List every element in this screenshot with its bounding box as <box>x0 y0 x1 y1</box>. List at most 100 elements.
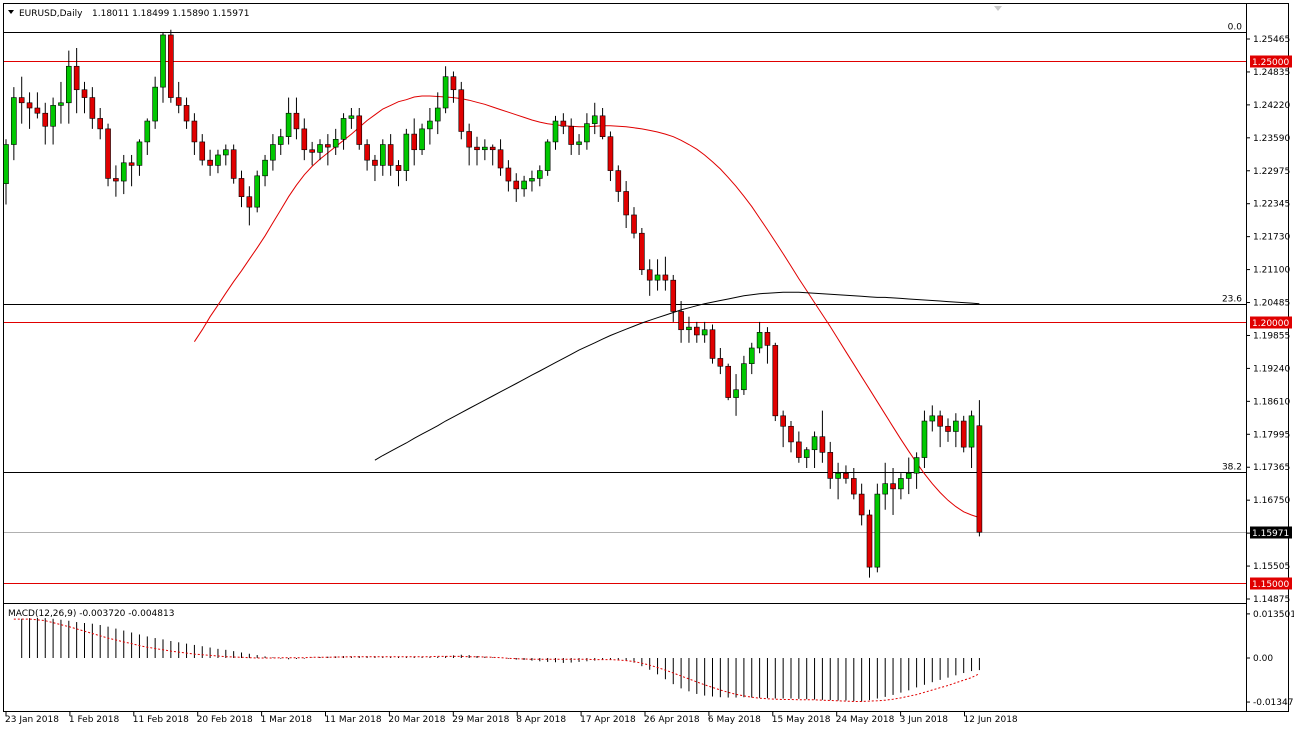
candle <box>536 165 543 187</box>
candle <box>128 154 135 187</box>
candle <box>890 468 896 515</box>
candle <box>960 415 967 453</box>
price-tick-label: 1.21730 <box>1253 233 1290 243</box>
candle-body <box>568 125 575 145</box>
candle <box>858 483 865 526</box>
time-tick-label: 1 Feb 2018 <box>69 715 120 725</box>
candle <box>843 465 849 484</box>
candle-body <box>42 112 49 127</box>
candle-body <box>136 141 143 166</box>
triangle-down-icon[interactable] <box>8 10 14 14</box>
candle <box>591 102 598 135</box>
candle <box>18 76 25 124</box>
candle-body <box>639 232 645 271</box>
candle <box>623 181 629 228</box>
candle-body <box>120 162 127 182</box>
candle-body <box>230 149 237 179</box>
current-price-tag <box>1250 526 1292 539</box>
candle <box>552 115 559 150</box>
candle-body <box>364 144 370 161</box>
candle <box>411 118 418 166</box>
candle-body <box>678 311 684 331</box>
level-tag <box>1250 577 1292 590</box>
time-tick-label: 20 Mar 2018 <box>388 715 445 725</box>
candle-body <box>591 115 598 124</box>
candle <box>513 173 520 202</box>
candle-body <box>819 436 826 453</box>
candle-body <box>215 154 221 166</box>
candle-body <box>858 493 865 516</box>
candle <box>442 66 449 114</box>
candle-body <box>953 420 959 432</box>
candle-body <box>348 115 355 119</box>
candle <box>152 76 158 129</box>
candle-body <box>34 107 41 114</box>
macd-tick-label: 0.00 <box>1253 654 1273 664</box>
time-tick-label: 15 May 2018 <box>772 715 831 725</box>
candle-body <box>3 144 9 184</box>
candle-body <box>607 136 614 171</box>
candle-body <box>474 146 480 151</box>
chart-frame <box>3 3 1289 712</box>
candle-body <box>160 34 166 88</box>
price-tick-label: 1.17365 <box>1253 463 1290 473</box>
candle <box>199 134 206 166</box>
candle <box>866 509 873 578</box>
candle-body <box>874 493 881 568</box>
candle <box>207 149 213 176</box>
candle <box>717 348 724 375</box>
candle <box>113 165 119 197</box>
scroll-marker-icon[interactable] <box>994 6 1002 11</box>
candle-body <box>529 178 535 182</box>
candle <box>584 113 590 150</box>
candle <box>246 186 253 226</box>
macd-tick-label: 0.013501 <box>1253 610 1294 620</box>
candle <box>168 29 174 103</box>
candle-body <box>11 97 17 145</box>
price-tick-label: 1.19240 <box>1253 364 1290 374</box>
price-tick-label: 1.25465 <box>1253 35 1290 45</box>
candle-body <box>788 425 794 443</box>
candle <box>364 139 370 171</box>
candle-body <box>584 123 590 143</box>
candle-body <box>866 514 873 568</box>
candle-body <box>803 449 810 458</box>
candle <box>293 97 300 140</box>
macd-signal-line <box>13 618 980 702</box>
candle-body <box>128 162 135 166</box>
moving-average-line <box>374 291 980 461</box>
candle-body <box>66 65 72 104</box>
candle-body <box>905 472 912 479</box>
candle-body <box>725 365 732 398</box>
candle <box>89 87 96 129</box>
candle <box>238 170 245 208</box>
candle-body <box>238 178 245 197</box>
candle <box>576 134 582 155</box>
candle <box>325 134 331 166</box>
candle <box>976 400 983 537</box>
time-tick-label: 12 Jun 2018 <box>964 715 1018 725</box>
candle-body <box>623 191 629 216</box>
time-tick-label: 11 Feb 2018 <box>133 715 189 725</box>
candle-body <box>403 133 410 171</box>
candle-body <box>183 105 190 122</box>
candle <box>387 134 394 176</box>
macd-title: MACD(12,26,9) -0.003720 -0.004813 <box>8 609 174 619</box>
price-tick-label: 1.15505 <box>1253 562 1290 572</box>
candle <box>568 118 575 155</box>
candle <box>803 447 810 468</box>
current-price-tag-label: 1.15971 <box>1252 529 1289 539</box>
candle-body <box>262 159 268 177</box>
candle-body <box>646 269 653 281</box>
candle-body <box>340 118 347 140</box>
candle-body <box>882 483 889 495</box>
candle-body <box>913 457 920 474</box>
candle <box>277 128 284 155</box>
candle <box>66 50 72 124</box>
macd-pane: 0.013501 0.00 -0.013479 <box>13 610 1294 708</box>
candle <box>144 118 151 155</box>
time-tick-label: 6 May 2018 <box>708 715 761 725</box>
candle <box>796 431 802 463</box>
candle <box>482 139 488 161</box>
price-tick-label: 1.24220 <box>1253 101 1290 111</box>
